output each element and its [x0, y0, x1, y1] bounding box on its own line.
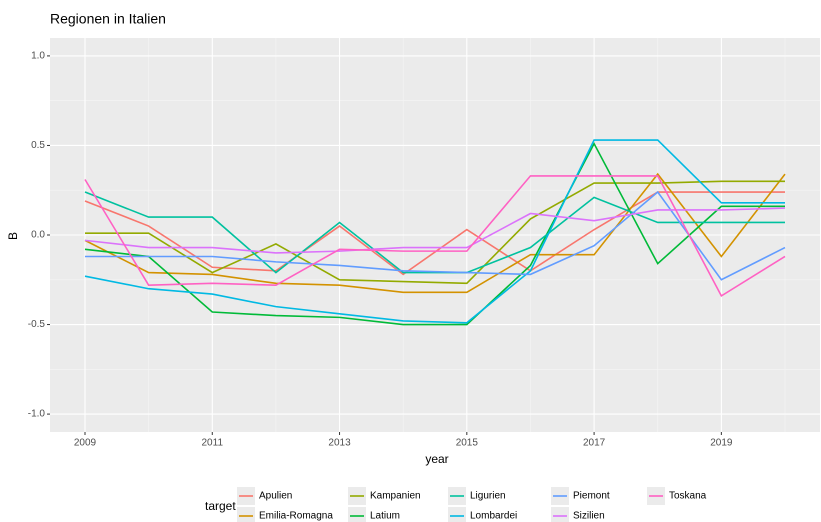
- y-tick-label: 0.5: [31, 140, 45, 151]
- legend-key: [237, 507, 255, 522]
- chart-title: Regionen in Italien: [50, 11, 166, 27]
- series-line: [84, 191, 785, 276]
- series-line: [84, 172, 786, 294]
- x-tick-label: 2015: [456, 438, 479, 449]
- x-tick-label: 2011: [202, 438, 224, 449]
- x-tick-label: 2019: [710, 438, 733, 449]
- x-axis-label: year: [425, 452, 448, 466]
- legend-label: Kampanien: [370, 491, 421, 502]
- series-line: [85, 190, 786, 281]
- series-line: [85, 180, 785, 285]
- series-line: [84, 175, 786, 298]
- y-axis-label: B: [6, 232, 20, 240]
- series-line: [84, 207, 786, 254]
- y-tick-label: 1.0: [31, 51, 45, 62]
- x-tick-label: 2009: [74, 438, 97, 449]
- legend-key: [551, 507, 569, 522]
- y-tick-label: -1.0: [28, 409, 46, 420]
- x-tick-label: 2013: [328, 438, 351, 449]
- legend-title: target: [205, 499, 236, 513]
- y-tick-label: 0.0: [31, 230, 45, 241]
- legend-key: [448, 507, 466, 522]
- legend-label: Piemont: [573, 491, 610, 502]
- legend-label: Toskana: [669, 491, 707, 502]
- series-line: [84, 141, 785, 326]
- legend-label: Sizilien: [573, 511, 605, 522]
- series-line: [84, 139, 785, 324]
- legend-label: Ligurien: [470, 491, 506, 502]
- legend-label: Emilia-Romagna: [259, 511, 333, 522]
- legend-label: Latium: [370, 511, 400, 522]
- legend-label: Apulien: [259, 491, 292, 502]
- legend-key: [348, 507, 366, 522]
- legend-label: Lombardei: [470, 511, 517, 522]
- series-line: [84, 191, 785, 274]
- y-tick-label: -0.5: [28, 319, 46, 330]
- x-tick-label: 2017: [583, 438, 606, 449]
